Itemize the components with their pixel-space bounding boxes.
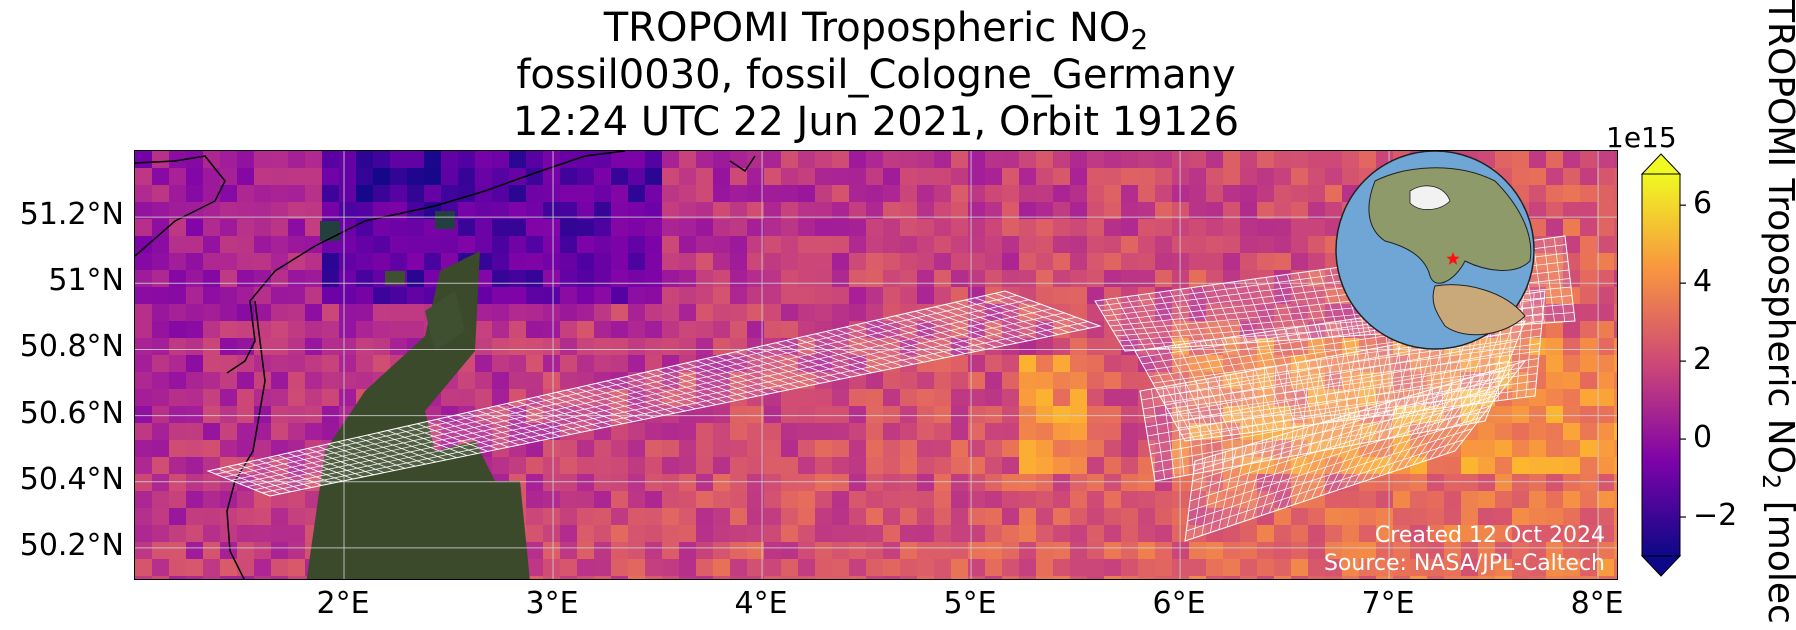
border-line xyxy=(226,300,266,579)
title-line-2: fossil0030, fossil_Cologne_Germany xyxy=(516,52,1236,98)
coastline xyxy=(226,151,626,374)
colorbar-extend-top xyxy=(1640,153,1682,175)
colorbar-tick-label: 6 xyxy=(1693,186,1713,222)
swath-footprint xyxy=(1184,360,1527,542)
inset-star-marker xyxy=(1446,252,1460,265)
latitude-label: 50.8°N xyxy=(19,329,124,365)
longitude-label: 7°E xyxy=(1361,586,1415,621)
credit-source: Source: NASA/JPL-Caltech xyxy=(1323,551,1605,576)
gridlines xyxy=(135,151,1617,579)
longitude-label: 6°E xyxy=(1152,586,1206,621)
latitude-label: 50.6°N xyxy=(19,395,124,431)
latitude-label: 50.2°N xyxy=(19,527,124,563)
longitude-label: 3°E xyxy=(525,586,579,621)
swath-footprint xyxy=(206,290,1102,497)
title-line-1: TROPOMI Tropospheric NO2 xyxy=(603,5,1149,56)
colorbar-label: TROPOMI Tropospheric NO2 [molec xyxy=(1757,0,1796,624)
latitude-label: 51.2°N xyxy=(19,197,124,233)
latitude-label: 51°N xyxy=(48,263,124,299)
satellite-imagery-patch xyxy=(306,211,530,579)
greenland-ice xyxy=(1409,185,1451,210)
longitude-label: 8°E xyxy=(1570,586,1624,621)
no2-map[interactable] xyxy=(135,151,1618,580)
map-panel[interactable]: Created 12 Oct 2024 Source: NASA/JPL-Cal… xyxy=(134,150,1618,580)
colorbar-exponent: 1e15 xyxy=(1606,121,1677,154)
colorbar-body xyxy=(1641,173,1681,557)
colorbar xyxy=(1640,153,1686,577)
colorbar-tick-label: 0 xyxy=(1693,420,1713,456)
colorbar-tick-label: −2 xyxy=(1693,498,1738,534)
colorbar-tick-label: 4 xyxy=(1693,264,1713,300)
colorbar-extend-bottom xyxy=(1640,555,1682,577)
inset-globe xyxy=(1335,151,1535,350)
credit-created: Created 12 Oct 2024 xyxy=(1374,523,1605,548)
colorbar-tick-label: 2 xyxy=(1693,342,1713,378)
longitude-label: 2°E xyxy=(316,586,370,621)
coastline xyxy=(729,155,756,173)
title-line-3: 12:24 UTC 22 Jun 2021, Orbit 19126 xyxy=(512,99,1240,145)
longitude-label: 5°E xyxy=(943,586,997,621)
latitude-label: 50.4°N xyxy=(19,461,124,497)
coastline xyxy=(135,155,226,257)
swath-footprint xyxy=(1139,320,1526,482)
longitude-label: 4°E xyxy=(734,586,788,621)
